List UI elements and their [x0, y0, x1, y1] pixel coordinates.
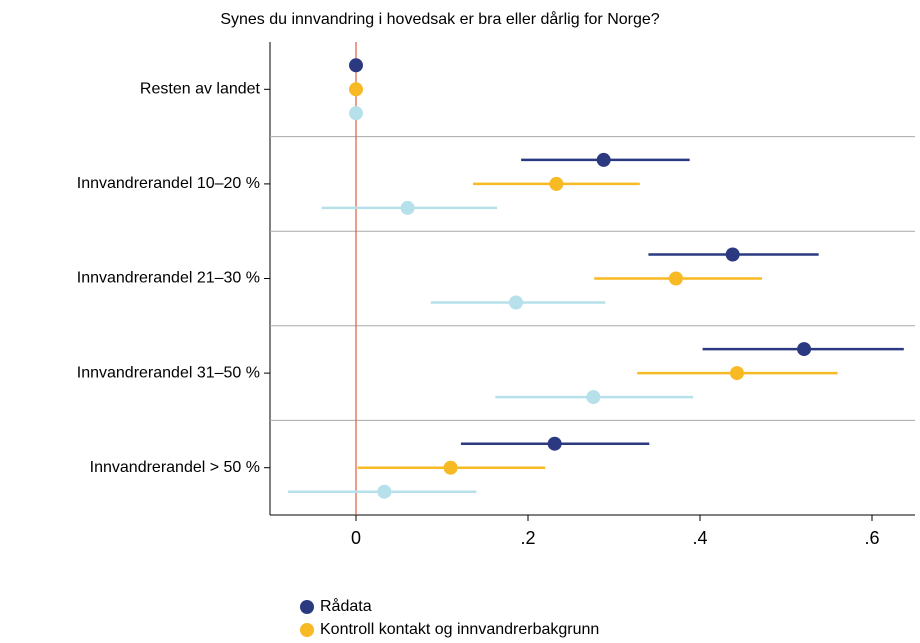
- legend-label: Kontroll kontakt og innvandrerbakgrunn: [320, 621, 599, 638]
- estimate-dot: [668, 271, 683, 286]
- x-tick-label: .6: [864, 528, 879, 548]
- estimate-dot: [508, 295, 523, 310]
- estimate-dot: [596, 152, 611, 167]
- estimate-dot: [586, 390, 601, 405]
- estimate-dot: [725, 247, 740, 262]
- estimate-dot: [729, 366, 744, 381]
- x-tick-label: 0: [351, 528, 361, 548]
- estimate-dot: [547, 436, 562, 451]
- estimate-dot: [549, 176, 564, 191]
- estimate-dot: [400, 200, 415, 215]
- estimate-dot: [349, 82, 363, 97]
- y-tick-label: Innvandrerandel 21–30 %: [77, 270, 260, 287]
- y-tick-label: Innvandrerandel 10–20 %: [77, 175, 260, 192]
- x-tick-label: .4: [692, 528, 707, 548]
- x-tick-label: .2: [520, 528, 535, 548]
- estimate-dot: [349, 106, 363, 121]
- chart-title: Synes du innvandring i hovedsak er bra e…: [220, 10, 659, 28]
- estimate-dot: [443, 460, 458, 475]
- legend-marker: [300, 600, 314, 614]
- estimate-dot: [377, 484, 392, 499]
- legend-label: Rådata: [320, 597, 372, 615]
- estimate-dot: [349, 58, 363, 73]
- y-tick-label: Resten av landet: [140, 81, 261, 98]
- estimate-dot: [797, 342, 812, 357]
- legend-marker: [300, 623, 314, 637]
- y-tick-label: Innvandrerandel 31–50 %: [77, 364, 260, 381]
- y-tick-label: Innvandrerandel > 50 %: [90, 459, 260, 476]
